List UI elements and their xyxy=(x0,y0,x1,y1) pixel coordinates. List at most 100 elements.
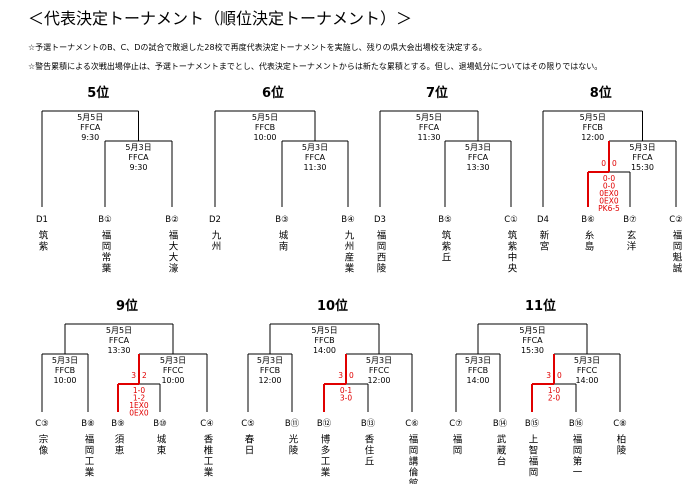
match-info: 5月3日 xyxy=(302,143,328,152)
team-name: 香椎工業 xyxy=(202,434,214,478)
score: 3 xyxy=(546,371,551,380)
period-score: 0-0 xyxy=(603,174,615,183)
match-info: 5月5日 xyxy=(252,113,278,122)
period-score: 1-2 xyxy=(133,394,145,403)
match-info: FFCA xyxy=(128,153,149,162)
team-code: D1 xyxy=(36,215,48,225)
match-info: 5月5日 xyxy=(106,326,132,335)
match-info: FFCC xyxy=(163,366,184,375)
match-info: 5月5日 xyxy=(77,113,103,122)
match-info: 12:00 xyxy=(258,376,281,385)
match-info: FFCC xyxy=(577,366,598,375)
rank-title: 6位 xyxy=(262,85,284,101)
match-info: 5月3日 xyxy=(574,356,600,365)
period-score: 3-0 xyxy=(340,394,352,403)
match-info: 5月3日 xyxy=(257,356,283,365)
team-code: B⑬ xyxy=(361,419,376,429)
match-info: 15:30 xyxy=(631,163,654,172)
team-code: B⑯ xyxy=(569,419,584,429)
period-score: 0EX0 xyxy=(599,197,619,206)
period-score: 1-0 xyxy=(548,386,560,395)
team-code: B⑦ xyxy=(623,215,636,225)
team-name: 須恵 xyxy=(113,434,125,456)
team-name: 福岡講倫館 xyxy=(407,433,419,484)
period-score: 1EX0 xyxy=(129,401,149,410)
team-name: 筑紫 xyxy=(37,229,49,252)
match-info: FFCA xyxy=(522,336,543,345)
score: 3 xyxy=(131,371,136,380)
match-info: 10:00 xyxy=(161,376,184,385)
team-code: D2 xyxy=(209,215,221,225)
match-info: FFCB xyxy=(55,366,75,375)
team-code: B⑪ xyxy=(285,419,300,429)
team-code: B③ xyxy=(275,215,288,225)
match-info: 12:00 xyxy=(367,376,390,385)
match-info: 15:30 xyxy=(521,346,544,355)
match-info: FFCC xyxy=(369,366,390,375)
team-code: B① xyxy=(98,215,111,225)
team-code: B④ xyxy=(341,215,354,225)
team-name: 福岡西陵 xyxy=(375,229,387,274)
match-info: FFCB xyxy=(314,336,334,345)
team-name: 宗像 xyxy=(37,433,49,456)
rank-title: 5位 xyxy=(87,85,109,101)
period-score: 0EX0 xyxy=(129,409,149,418)
team-name: 上智福岡 xyxy=(527,434,539,478)
match-info: 5月3日 xyxy=(465,356,491,365)
team-name: 香住丘 xyxy=(363,434,375,467)
team-name: 福岡第一 xyxy=(571,433,583,478)
match-info: 5月3日 xyxy=(366,356,392,365)
team-code: C④ xyxy=(200,419,214,429)
team-name: 筑紫中央 xyxy=(506,229,518,274)
match-info: 5月3日 xyxy=(52,356,78,365)
team-name: 城東 xyxy=(155,434,167,456)
page-title: ＜代表決定トーナメント（順位決定トーナメント）＞ xyxy=(28,9,412,28)
match-info: 13:30 xyxy=(466,163,489,172)
team-code: C② xyxy=(669,215,683,225)
match-info: FFCA xyxy=(305,153,326,162)
match-info: FFCB xyxy=(260,366,280,375)
team-code: B⑤ xyxy=(438,215,451,225)
match-info: 11:30 xyxy=(417,133,440,142)
team-name: 新宮 xyxy=(538,229,550,252)
period-score: 0EX0 xyxy=(599,189,619,198)
rank-title: 11位 xyxy=(525,298,556,314)
match-info: FFCB xyxy=(468,366,488,375)
score: 0 xyxy=(557,371,562,380)
rank-title: 7位 xyxy=(426,85,448,101)
match-info: 12:00 xyxy=(581,133,604,142)
team-code: C③ xyxy=(35,419,49,429)
score: 0 xyxy=(349,371,354,380)
period-score: 0-0 xyxy=(603,182,615,191)
team-code: B⑧ xyxy=(81,419,94,429)
match-info: 9:30 xyxy=(130,163,148,172)
team-name: 九州産業 xyxy=(343,229,355,274)
match-info: 5月3日 xyxy=(125,143,151,152)
team-name: 春日 xyxy=(243,433,255,456)
score: 3 xyxy=(338,371,343,380)
match-info: 5月3日 xyxy=(629,143,655,152)
team-name: 玄洋 xyxy=(625,229,637,252)
team-code: B⑩ xyxy=(153,419,166,429)
period-score: 0-1 xyxy=(340,386,352,395)
team-name: 柏陵 xyxy=(615,433,627,456)
team-name: 光陵 xyxy=(287,433,299,456)
team-code: C① xyxy=(504,215,518,225)
team-code: C⑦ xyxy=(449,419,463,429)
match-info: 5月3日 xyxy=(160,356,186,365)
match-info: 14:00 xyxy=(466,376,489,385)
team-code: B⑨ xyxy=(111,419,124,429)
team-code: B⑭ xyxy=(493,419,508,429)
match-info: 5月5日 xyxy=(519,326,545,335)
match-info: 9:30 xyxy=(81,133,99,142)
period-score: PK6-5 xyxy=(598,204,620,213)
team-code: C⑤ xyxy=(241,419,255,429)
match-info: 5月5日 xyxy=(416,113,442,122)
period-score: 1-0 xyxy=(133,386,145,395)
team-name: 糸島 xyxy=(583,229,595,252)
match-info: FFCA xyxy=(468,153,489,162)
match-info: FFCA xyxy=(632,153,653,162)
team-code: C⑥ xyxy=(405,419,419,429)
team-code: D3 xyxy=(374,215,386,225)
